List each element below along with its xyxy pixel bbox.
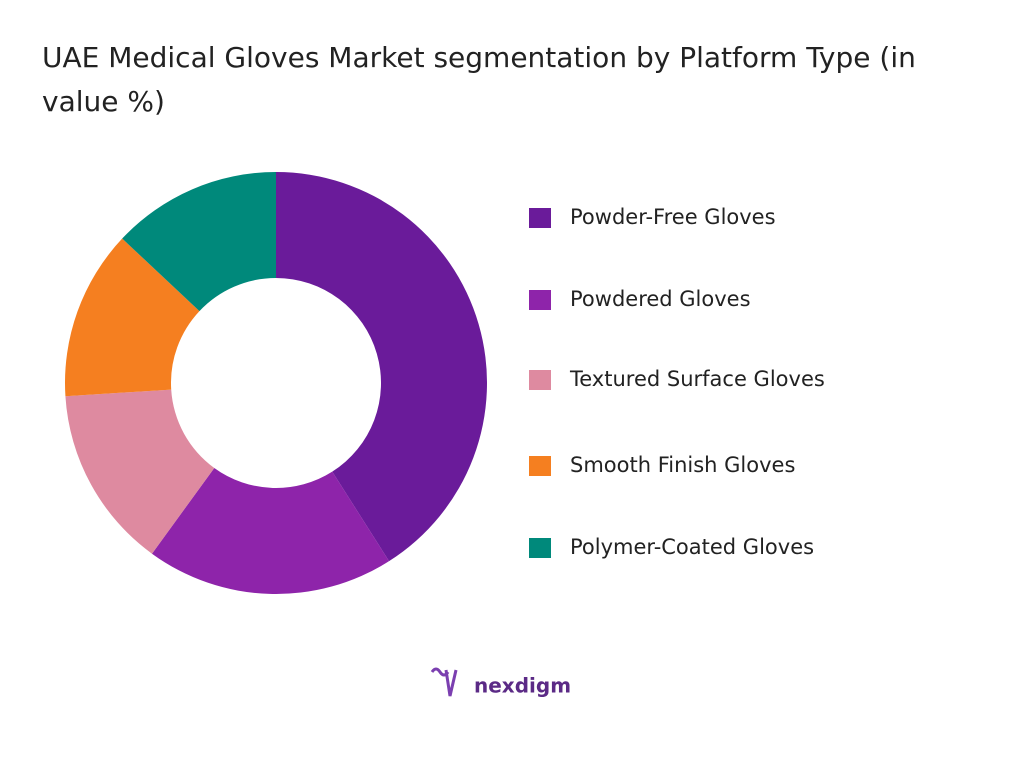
legend-label: Powder-Free Gloves: [570, 205, 776, 229]
legend-label: Polymer-Coated Gloves: [570, 535, 814, 559]
donut-slice: [65, 389, 215, 554]
donut-slice: [64, 238, 200, 397]
donut-slice: [276, 172, 488, 562]
chart-title: UAE Medical Gloves Market segmentation b…: [42, 41, 916, 118]
legend-swatch: [529, 370, 551, 390]
legend-label: Textured Surface Gloves: [569, 367, 825, 391]
donut-slice: [151, 467, 390, 595]
legend-swatch: [529, 208, 551, 228]
legend-swatch: [529, 290, 551, 310]
legend-label: Powdered Gloves: [570, 287, 751, 311]
legend-label: Smooth Finish Gloves: [570, 453, 795, 477]
donut-slice: [122, 172, 276, 312]
legend-swatch: [529, 456, 551, 476]
brand-logo: [430, 667, 458, 697]
legend-swatch: [529, 538, 551, 558]
brand-name: nexdigm: [474, 674, 571, 698]
